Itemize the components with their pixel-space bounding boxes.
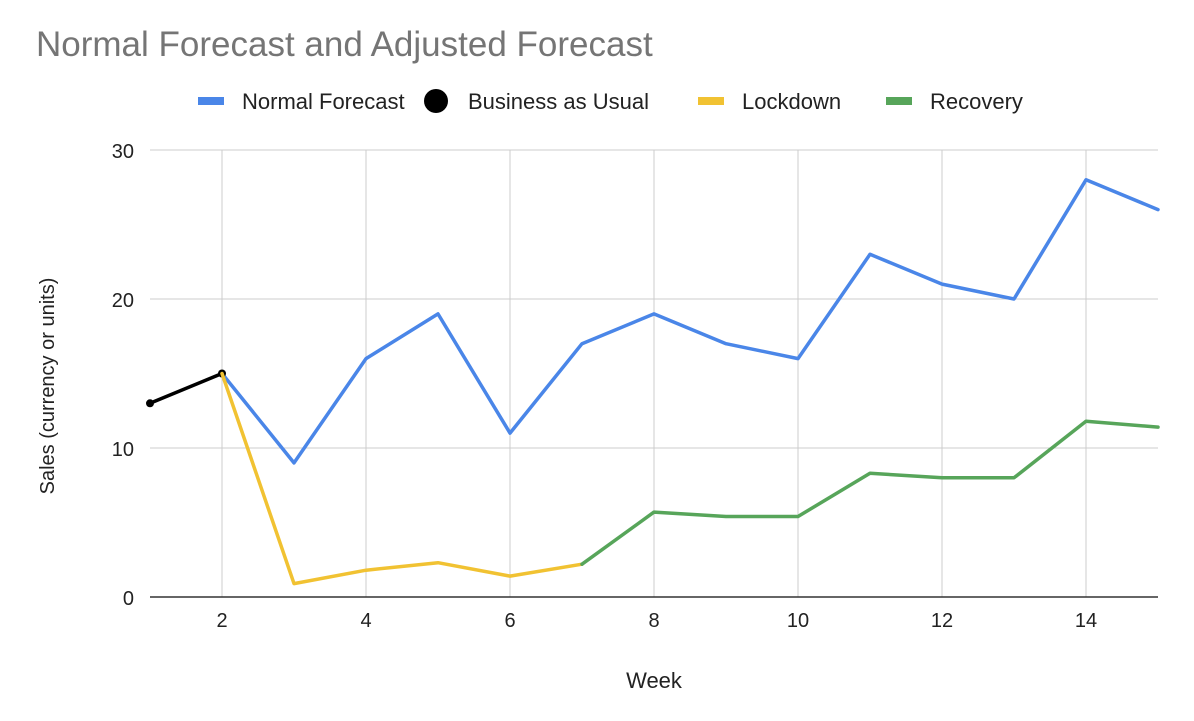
x-axis-label: Week (626, 668, 683, 693)
y-tick-label: 10 (112, 439, 134, 461)
grid (150, 149, 1158, 597)
x-tick-label: 4 (360, 610, 371, 632)
y-tick-label: 20 (112, 290, 134, 312)
legend-marker-business-as-usual (424, 89, 448, 113)
legend-label-lockdown: Lockdown (742, 89, 841, 114)
legend-label-normal-forecast: Normal Forecast (242, 89, 405, 114)
series-line-business-as-usual (148, 371, 224, 406)
data-point-business-as-usual (146, 399, 154, 408)
chart-title: Normal Forecast and Adjusted Forecast (36, 25, 653, 64)
legend-label-recovery: Recovery (930, 89, 1023, 114)
x-tick-label: 12 (931, 610, 953, 632)
axes: 0 10 20 30 2 4 6 8 10 12 14 (112, 141, 1158, 632)
legend-marker-normal-forecast (198, 97, 224, 105)
x-tick-label: 10 (787, 610, 809, 632)
x-tick-label: 8 (648, 610, 659, 632)
x-tick-label: 2 (216, 610, 227, 632)
series-line-normal-forecast (220, 178, 1160, 465)
series-line-lockdown (220, 371, 584, 586)
series-line-recovery (580, 419, 1160, 566)
legend-marker-lockdown (698, 97, 724, 105)
y-axis-label: Sales (currency or units) (37, 278, 59, 495)
x-tick-label: 6 (504, 610, 515, 632)
x-tick-label: 14 (1075, 610, 1097, 632)
legend-marker-recovery (886, 97, 912, 105)
legend-label-business-as-usual: Business as Usual (468, 89, 649, 114)
y-tick-label: 0 (123, 588, 134, 610)
legend: Normal Forecast Business as Usual Lockdown… (198, 89, 1023, 114)
y-tick-label: 30 (112, 141, 134, 163)
series-group (146, 178, 1160, 586)
